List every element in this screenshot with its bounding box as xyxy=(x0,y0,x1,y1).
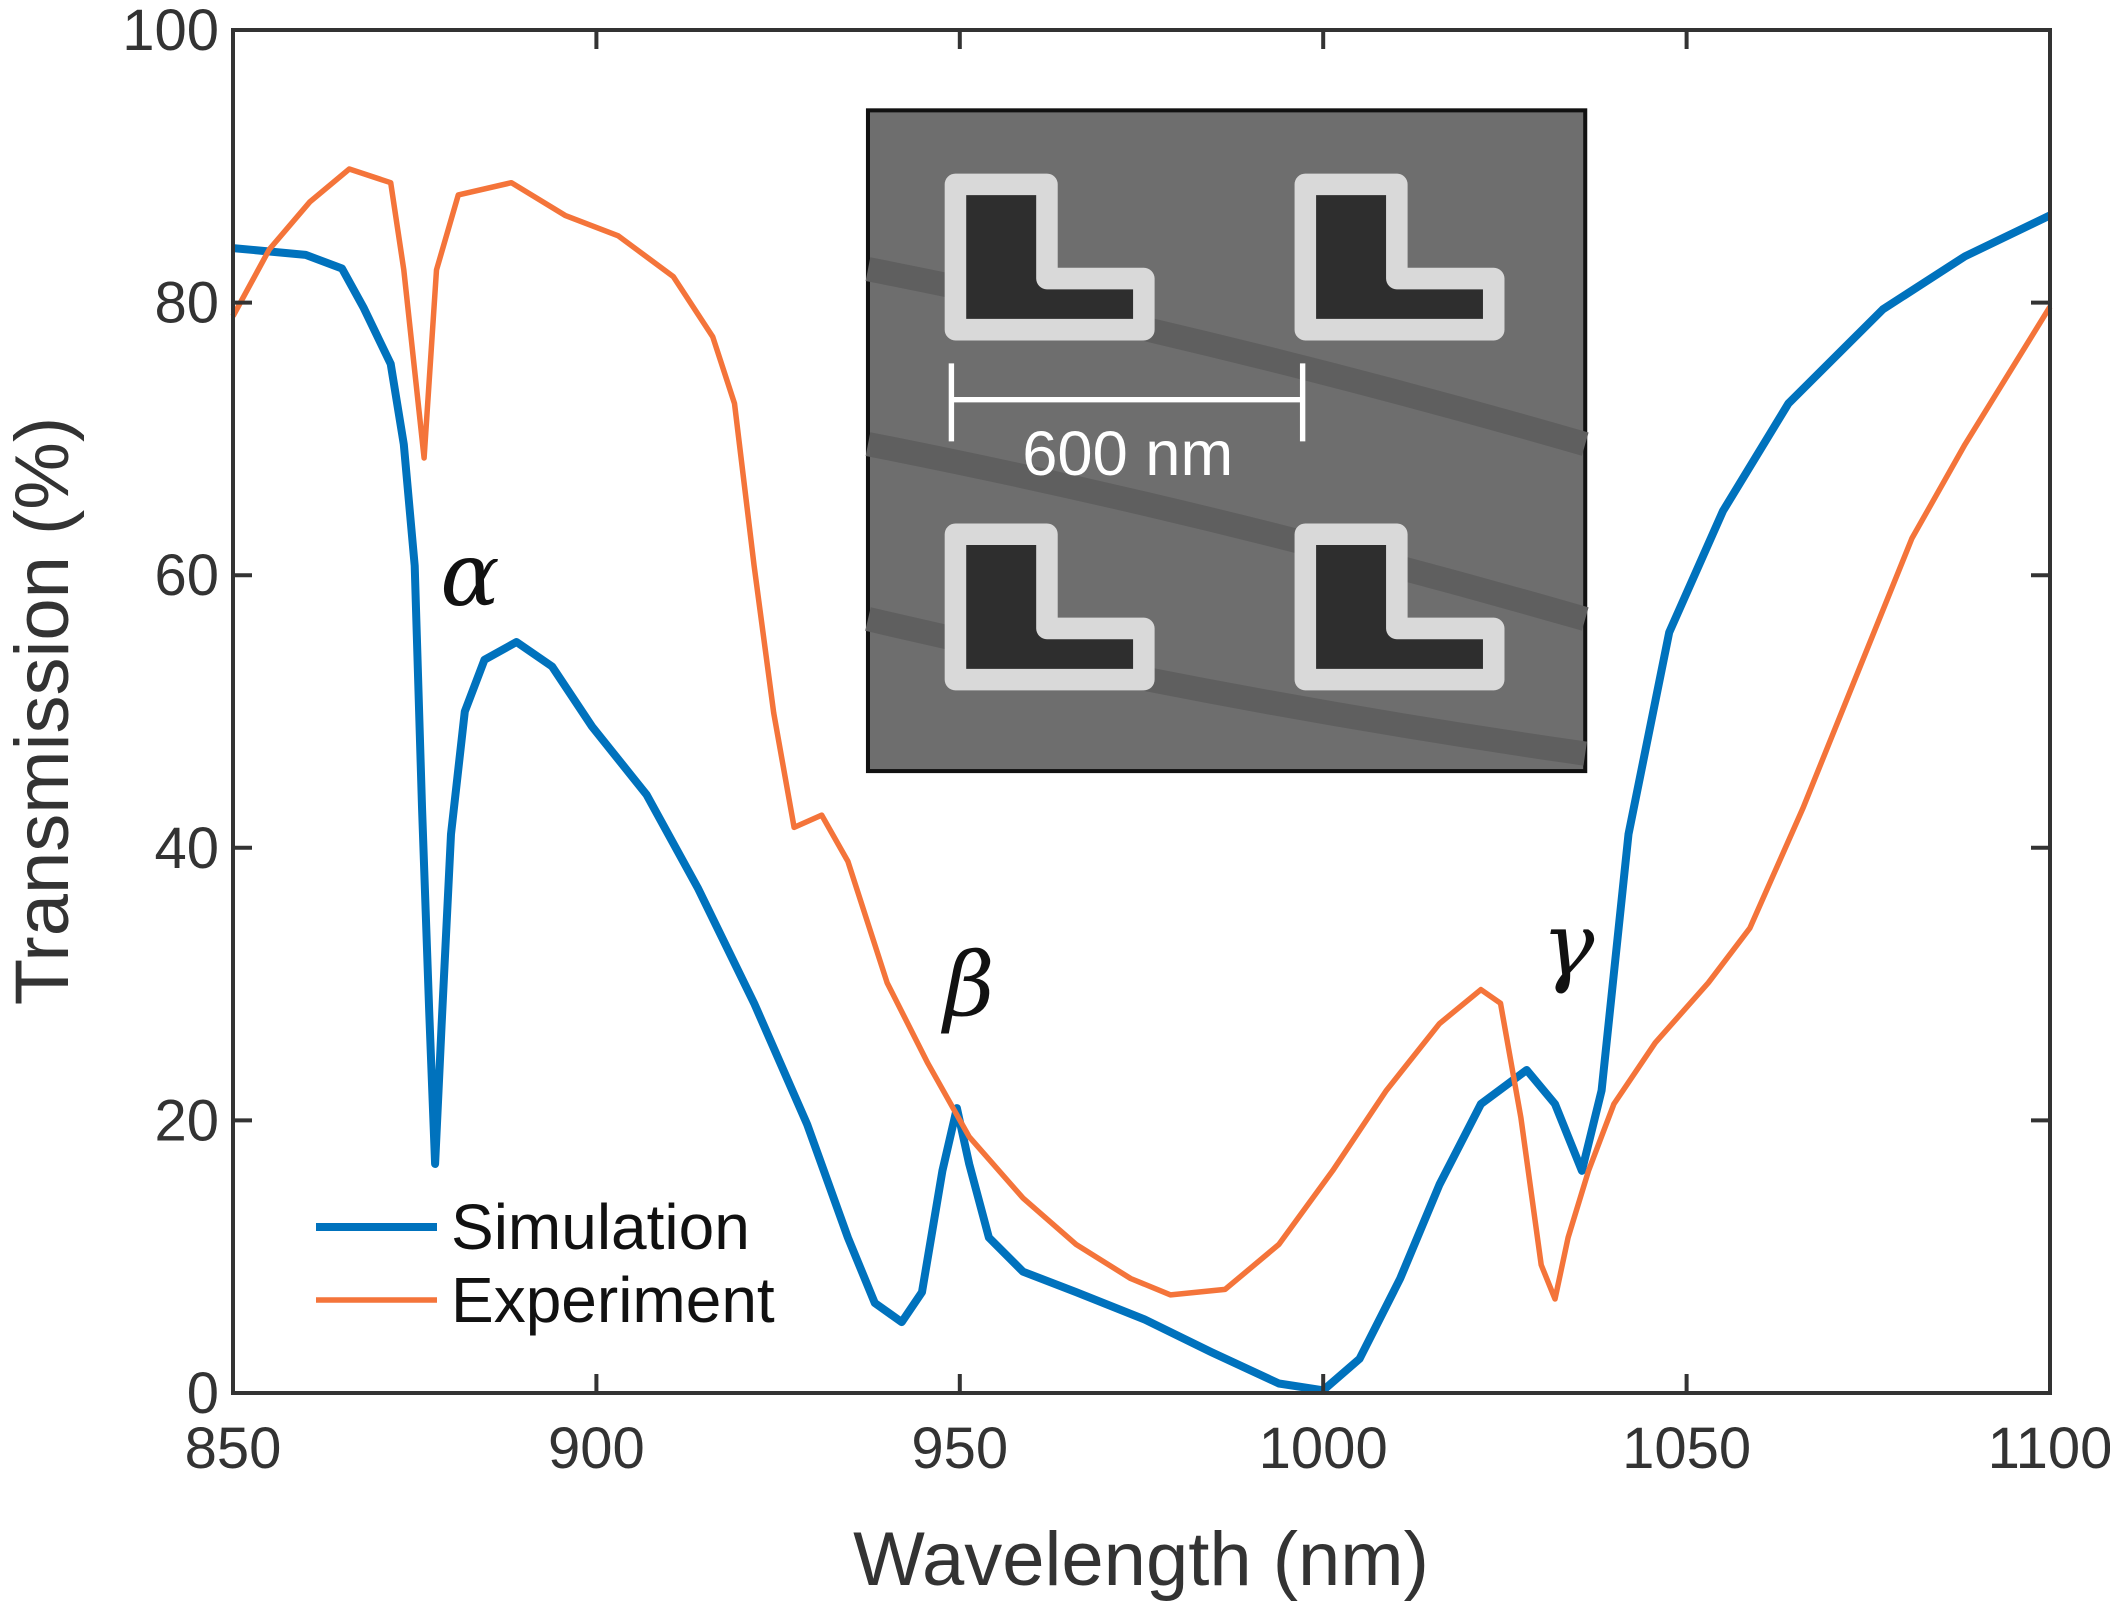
particle xyxy=(1294,173,1505,341)
x-tick-label: 900 xyxy=(548,1416,645,1481)
x-tick-label: 950 xyxy=(911,1416,1008,1481)
x-axis-label: Wavelength (nm) xyxy=(853,1517,1429,1602)
x-tick-label: 1000 xyxy=(1259,1416,1388,1481)
axes-frame xyxy=(231,28,2052,1395)
y-tick-label: 20 xyxy=(154,1088,219,1153)
annotation: α xyxy=(440,523,499,626)
y-tick-label: 60 xyxy=(154,543,219,608)
y-axis-label: Transmission (%) xyxy=(0,417,85,1005)
x-tick-label: 850 xyxy=(185,1416,282,1481)
annotation: γ xyxy=(1542,893,1595,996)
y-tick-label: 100 xyxy=(122,0,219,63)
inset-particles xyxy=(944,173,1505,691)
legend-label: Simulation xyxy=(451,1191,750,1263)
particle xyxy=(1294,523,1505,691)
plot-lines xyxy=(230,166,2053,1395)
x-tick-label: 1050 xyxy=(1622,1416,1751,1481)
scale-bar xyxy=(948,363,1306,442)
scale-bar-label: 600 nm xyxy=(1022,419,1233,489)
legend-label: Experiment xyxy=(451,1264,775,1336)
annotation: β xyxy=(941,933,995,1036)
data-line xyxy=(232,211,2052,1395)
x-tick-label: 1100 xyxy=(1988,1416,2110,1481)
y-tick-label: 0 xyxy=(187,1361,219,1426)
particle xyxy=(944,173,1155,341)
particle xyxy=(944,523,1155,691)
y-tick-label: 40 xyxy=(154,816,219,881)
data-line xyxy=(230,166,2053,1302)
y-tick-label: 80 xyxy=(154,271,219,336)
inset: 600 nm xyxy=(865,108,1589,774)
